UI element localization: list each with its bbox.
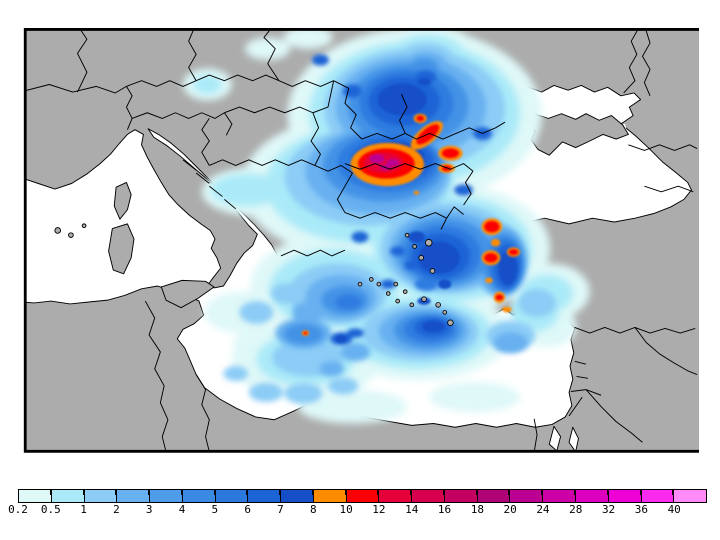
colorbar-tick-label: 24 — [536, 503, 550, 516]
colorbar-tick — [246, 490, 249, 495]
map-frame-border — [23, 28, 699, 453]
colorbar-tick-label: 1 — [80, 503, 87, 516]
colorbar-cell — [313, 490, 347, 502]
colorbar-tick — [475, 490, 478, 495]
precipitation-field — [182, 29, 590, 424]
colorbar-tick-label: 7 — [277, 503, 284, 516]
colorbar-cell — [674, 490, 707, 502]
colorbar-cell — [281, 490, 314, 502]
colorbar-cell — [19, 490, 52, 502]
colorbar-tick — [442, 490, 445, 495]
colorbar-cell — [576, 490, 609, 502]
colorbar-tick-label: 0.5 — [40, 503, 61, 516]
colorbar-tick-label: 14 — [405, 503, 419, 516]
colorbar-cell — [248, 490, 282, 502]
colorbar-tick — [311, 490, 314, 495]
colorbar-cell — [641, 490, 675, 502]
colorbar-cell — [346, 490, 380, 502]
colorbar-cell — [608, 490, 642, 502]
sardinia — [108, 223, 135, 275]
colorbar-cell — [84, 490, 118, 502]
colorbar-tick — [148, 490, 151, 495]
colorbar-cell — [182, 490, 216, 502]
colorbar-tick — [508, 490, 511, 495]
colorbar-tick-label: 32 — [601, 503, 616, 516]
sicily — [160, 279, 215, 309]
colorbar-tick — [180, 490, 183, 495]
gulf-of-aqaba — [568, 426, 579, 452]
colorbar-tick — [115, 490, 118, 495]
colorbar-tick — [410, 490, 413, 495]
country-borders — [24, 29, 698, 452]
colorbar-tick — [639, 490, 642, 495]
map-area — [0, 28, 720, 480]
corsica — [113, 181, 132, 220]
colorbar-tick-label: 16 — [437, 503, 452, 516]
colorbar-tick — [82, 490, 85, 495]
colorbar-tick-label: 28 — [569, 503, 583, 516]
colorbar-cell — [150, 490, 183, 502]
colorbar-cell — [444, 490, 478, 502]
colorbar-cell — [117, 490, 151, 502]
colorbar — [18, 489, 707, 503]
colorbar-tick — [541, 490, 544, 495]
colorbar-cell — [510, 490, 544, 502]
colorbar-tick — [279, 490, 282, 495]
colorbar-cell — [379, 490, 413, 502]
colorbar-cell — [412, 490, 445, 502]
colorbar-cell — [215, 490, 249, 502]
colorbar-tick-labels: 0.2 0.5 1 2 3 4 5 6 7 8 10 12 14 16 18 20 24 28 32 36 40 — [0, 503, 720, 517]
colorbar-tick-label: 18 — [470, 503, 484, 516]
colorbar-tick — [606, 490, 609, 495]
colorbar-cell — [477, 490, 511, 502]
colorbar-tick-label: 8 — [309, 503, 317, 516]
colorbar-tick-label: 4 — [178, 503, 186, 516]
colorbar-tick-label: 40 — [667, 503, 681, 516]
colorbar-tick-label: 3 — [145, 503, 153, 516]
colorbar-tick-label: 20 — [503, 503, 517, 516]
colorbar-tick-label: 12 — [372, 503, 386, 516]
colorbar-cell — [51, 490, 85, 502]
colorbar-tick-label: 5 — [211, 503, 219, 516]
colorbar-tick — [49, 490, 52, 495]
colorbar-cell — [543, 490, 577, 502]
colorbar-tick — [213, 490, 216, 495]
colorbar-tick-label: 2 — [113, 503, 120, 516]
colorbar-tick — [377, 490, 380, 495]
colorbar-tick-label: 10 — [339, 503, 353, 516]
precipitation-map — [23, 28, 700, 453]
colorbar-tick — [672, 490, 675, 495]
colorbar-tick-label: 6 — [244, 503, 251, 516]
aegean-islands — [357, 232, 454, 326]
colorbar-tick-label: 36 — [634, 503, 648, 516]
colorbar-tick — [344, 490, 347, 495]
colorbar-tick — [574, 490, 577, 495]
colorbar-tick-label: 0.2 — [8, 503, 28, 516]
